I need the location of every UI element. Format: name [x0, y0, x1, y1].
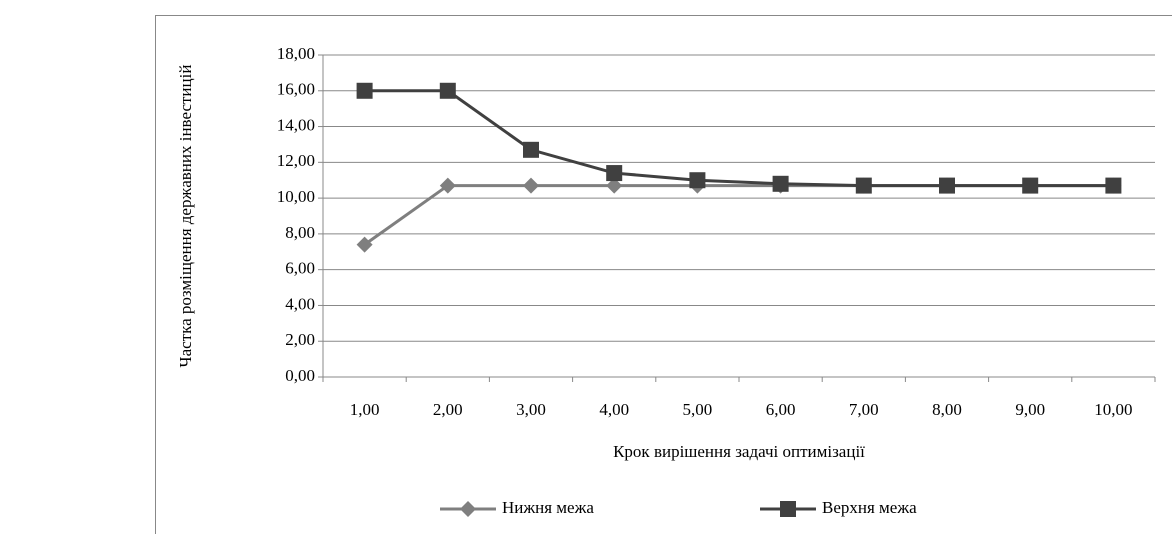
x-axis-title: Крок вирішення задачі оптимізації	[613, 442, 865, 461]
legend-label: Нижня межа	[502, 498, 594, 517]
y-tick-label: 8,00	[285, 223, 315, 242]
point	[773, 176, 789, 192]
y-tick-label: 0,00	[285, 366, 315, 385]
y-tick-label: 10,00	[277, 187, 315, 206]
x-tick-label: 4,00	[599, 400, 629, 419]
y-axis-title: Частка розміщення державних інвестицій	[176, 46, 196, 386]
y-tick-label: 12,00	[277, 151, 315, 170]
point	[440, 83, 456, 99]
y-tick-label: 14,00	[277, 115, 315, 134]
point	[689, 172, 705, 188]
point	[523, 142, 539, 158]
x-tick-label: 5,00	[683, 400, 713, 419]
y-tick-label: 6,00	[285, 259, 315, 278]
y-tick-label: 2,00	[285, 330, 315, 349]
y-tick-label: 18,00	[277, 44, 315, 63]
legend-label: Верхня межа	[822, 498, 917, 517]
x-tick-label: 8,00	[932, 400, 962, 419]
point	[1022, 178, 1038, 194]
x-tick-label: 2,00	[433, 400, 463, 419]
point	[606, 165, 622, 181]
x-tick-label: 10,00	[1094, 400, 1132, 419]
x-tick-label: 1,00	[350, 400, 380, 419]
x-tick-label: 9,00	[1015, 400, 1045, 419]
y-tick-label: 4,00	[285, 294, 315, 313]
x-tick-label: 6,00	[766, 400, 796, 419]
y-tick-label: 16,00	[277, 80, 315, 99]
point	[939, 178, 955, 194]
x-tick-label: 7,00	[849, 400, 879, 419]
page: Крок вирішення задачі оптимізації 0,00 2,…	[0, 0, 1172, 534]
point	[357, 83, 373, 99]
x-tick-label: 3,00	[516, 400, 546, 419]
point	[856, 178, 872, 194]
legend-marker	[780, 501, 796, 517]
point	[1105, 178, 1121, 194]
